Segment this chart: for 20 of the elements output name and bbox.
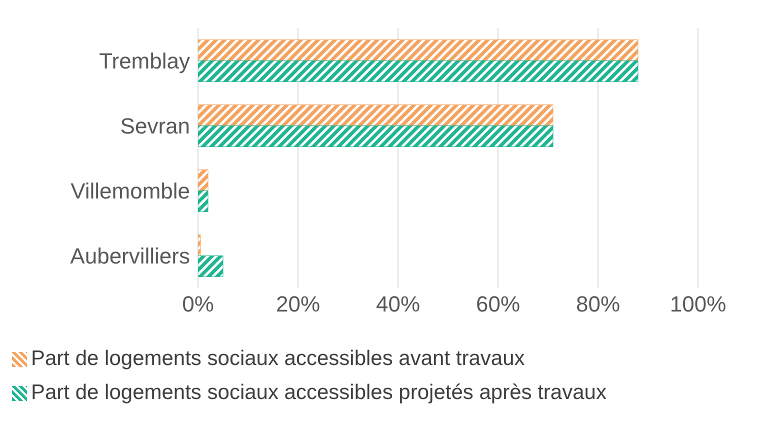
bar [198, 60, 638, 82]
y-tick-label: Villemomble [70, 178, 190, 204]
y-tick-label: Tremblay [99, 48, 190, 74]
bar [198, 125, 554, 147]
x-tick-label: 80% [576, 292, 620, 317]
bar [198, 104, 554, 126]
x-tick-label: 60% [476, 292, 520, 317]
legend-label: Part de logements sociaux accessibles avant travaux [31, 346, 525, 372]
y-tick-label: Aubervilliers [70, 243, 190, 268]
bar [198, 190, 208, 212]
x-tick-label: 100% [670, 292, 726, 317]
y-tick-label: Sevran [120, 113, 190, 138]
bar [198, 234, 201, 256]
legend-label: Part de logements sociaux accessibles projetés après travaux [31, 380, 606, 406]
bar [198, 39, 638, 61]
x-tick-label: 40% [376, 292, 420, 317]
x-tick-label: 20% [276, 292, 320, 317]
bar [198, 169, 208, 191]
bar [198, 255, 224, 277]
x-tick-label: 0% [182, 292, 214, 317]
